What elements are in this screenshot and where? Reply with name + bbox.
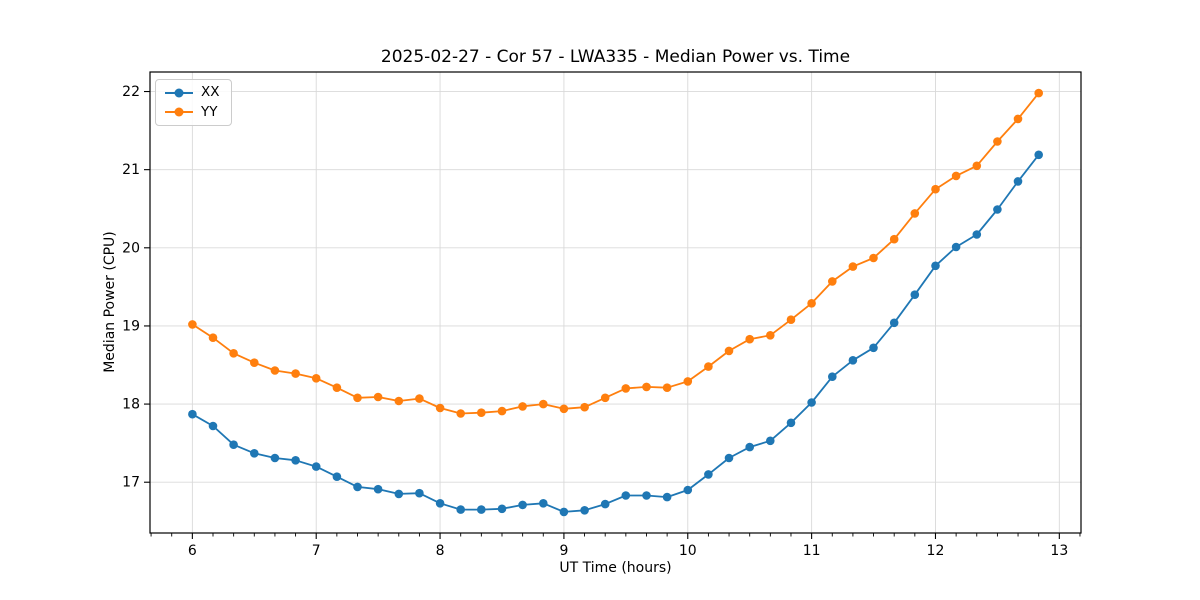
- yy-marker-dot: [174, 107, 184, 117]
- svg-text:12: 12: [927, 543, 945, 559]
- svg-text:6: 6: [188, 543, 197, 559]
- yy-line-swatch: [165, 107, 193, 117]
- legend-label-yy: YY: [201, 103, 218, 120]
- svg-text:22: 22: [122, 84, 140, 100]
- svg-text:9: 9: [559, 543, 568, 559]
- svg-text:19: 19: [122, 318, 140, 334]
- svg-text:8: 8: [436, 543, 445, 559]
- xx-marker-dot: [174, 88, 184, 98]
- svg-text:21: 21: [122, 162, 140, 178]
- chart-title: 2025-02-27 - Cor 57 - LWA335 - Median Po…: [380, 47, 851, 67]
- xx-line-swatch: [165, 88, 193, 98]
- legend: XX YY: [155, 79, 232, 126]
- legend-item-yy: YY: [165, 103, 220, 120]
- svg-text:18: 18: [122, 397, 140, 413]
- legend-label-xx: XX: [201, 84, 220, 100]
- svg-text:13: 13: [1050, 543, 1068, 559]
- x-axis-label: UT Time (hours): [559, 560, 672, 576]
- svg-text:7: 7: [312, 543, 321, 559]
- legend-item-xx: XX: [165, 84, 220, 100]
- svg-text:11: 11: [803, 543, 821, 559]
- svg-text:10: 10: [679, 543, 697, 559]
- y-axis-label: Median Power (CPU): [102, 231, 118, 373]
- svg-text:20: 20: [122, 240, 140, 256]
- svg-text:17: 17: [122, 475, 140, 491]
